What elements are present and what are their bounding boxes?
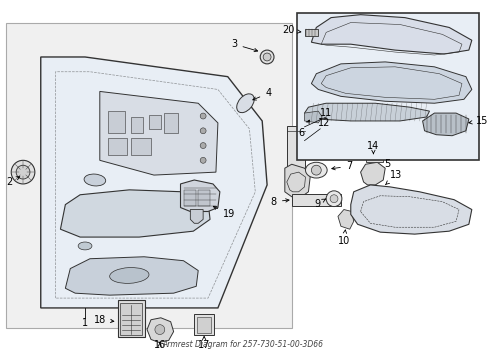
Text: 1: 1 [82,318,88,328]
Circle shape [260,50,274,64]
Text: 11: 11 [320,108,332,118]
Ellipse shape [110,267,149,283]
Text: 15: 15 [469,116,488,126]
Bar [296,13,479,160]
Polygon shape [422,113,469,136]
Text: 4: 4 [253,89,271,100]
Polygon shape [60,190,210,237]
Bar [198,190,210,206]
Polygon shape [180,180,220,211]
Circle shape [330,195,338,203]
Polygon shape [304,103,430,121]
Text: Armrest Diagram for 257-730-51-00-3D66: Armrest Diagram for 257-730-51-00-3D66 [162,340,323,349]
Bar [197,317,211,333]
Bar [164,113,177,133]
Text: 13: 13 [386,170,402,185]
Circle shape [16,165,30,179]
Ellipse shape [237,94,254,113]
Text: 3: 3 [231,39,258,52]
Polygon shape [65,257,198,295]
Text: 6: 6 [298,120,309,138]
Polygon shape [338,210,354,229]
Text: 2: 2 [6,177,20,187]
Bar [108,111,125,133]
Polygon shape [351,185,472,234]
Text: 16: 16 [154,340,166,350]
Bar [108,138,127,156]
Polygon shape [285,164,310,197]
Bar [118,300,145,337]
Circle shape [11,160,35,184]
Circle shape [200,128,206,134]
Polygon shape [312,15,472,54]
Polygon shape [312,62,472,103]
Text: 12: 12 [318,118,330,128]
Bar [149,115,161,129]
Text: 7: 7 [332,161,352,171]
Polygon shape [304,30,319,36]
Text: 14: 14 [368,140,380,154]
Circle shape [326,191,342,207]
Circle shape [155,325,165,334]
Circle shape [200,157,206,163]
Text: 9: 9 [315,199,326,208]
Bar [184,190,196,206]
Circle shape [200,113,206,119]
Polygon shape [41,57,267,308]
Bar [121,303,142,334]
Ellipse shape [78,242,92,250]
Ellipse shape [84,174,106,186]
Bar [6,23,292,328]
Ellipse shape [305,162,327,178]
Circle shape [200,143,206,149]
Text: 19: 19 [213,206,235,220]
Text: 17: 17 [198,337,210,350]
Text: 8: 8 [271,197,289,207]
Polygon shape [190,210,203,223]
Text: 20: 20 [282,26,301,35]
Bar [131,117,143,133]
Polygon shape [147,318,173,342]
Bar [131,138,151,156]
Text: 18: 18 [94,315,114,325]
Text: 10: 10 [338,230,350,246]
Bar [366,152,383,162]
Circle shape [312,165,321,175]
Bar [292,194,341,206]
Bar [194,314,214,336]
Text: 5: 5 [384,159,391,169]
Circle shape [263,53,271,61]
Polygon shape [304,111,322,123]
Bar [287,126,304,170]
Polygon shape [100,91,218,175]
Polygon shape [361,162,385,185]
